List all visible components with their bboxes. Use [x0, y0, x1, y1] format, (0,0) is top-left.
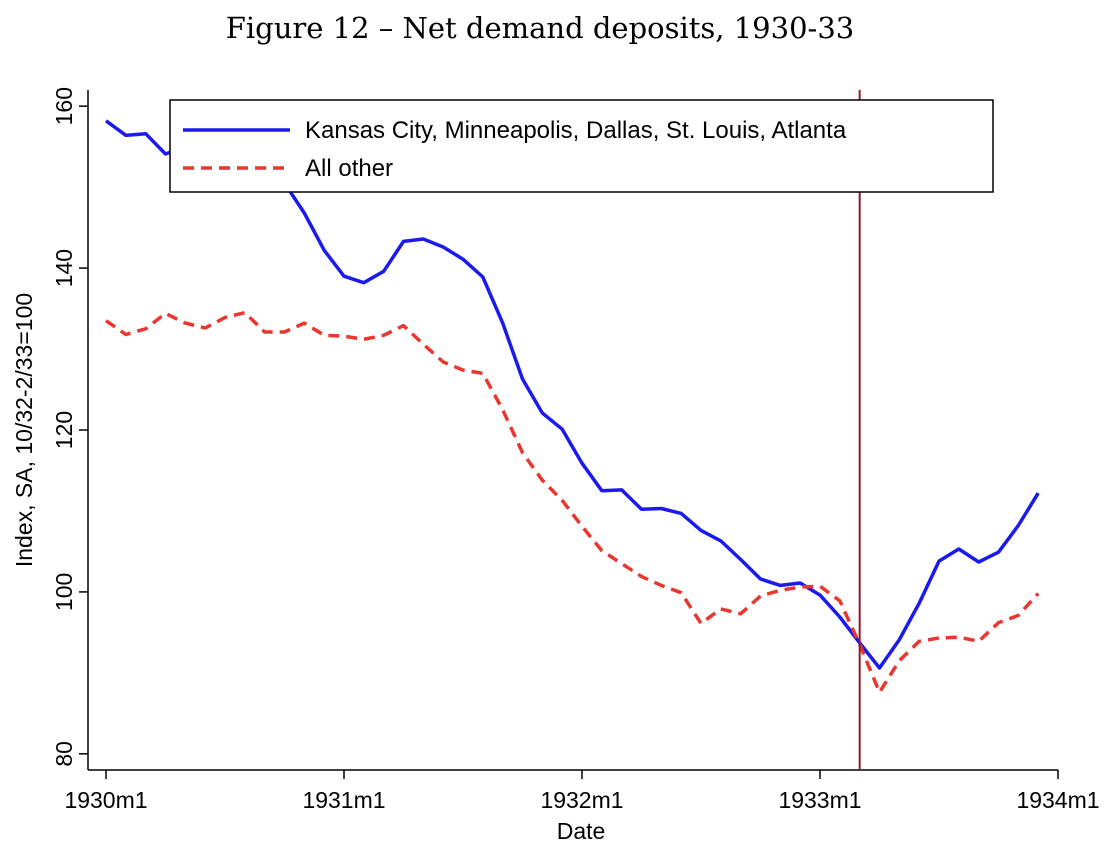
x-tick-label: 1930m1: [64, 787, 147, 813]
legend: Kansas City, Minneapolis, Dallas, St. Lo…: [169, 99, 994, 193]
series-line-1: [104, 119, 1040, 670]
y-tick-label: 120: [51, 411, 77, 449]
series-line-2: [104, 310, 1040, 695]
series-layer: [104, 119, 1040, 695]
y-ticks: 80 100 120 140 160: [51, 87, 88, 767]
x-tick-label: 1934m1: [1016, 787, 1099, 813]
x-tick-label: 1931m1: [302, 787, 385, 813]
chart-title: Figure 12 – Net demand deposits, 1930-33: [226, 11, 854, 45]
legend-label-series-2: All other: [305, 155, 393, 182]
y-tick-label: 80: [51, 741, 77, 767]
x-axis-label: Date: [557, 818, 606, 844]
y-axis-label: Index, SA, 10/32-2/33=100: [11, 293, 37, 567]
y-tick-label: 160: [51, 87, 77, 125]
x-tick-label: 1933m1: [778, 787, 861, 813]
x-tick-label: 1932m1: [540, 787, 623, 813]
legend-label-series-1: Kansas City, Minneapolis, Dallas, St. Lo…: [305, 117, 847, 144]
y-tick-label: 100: [51, 573, 77, 611]
y-tick-label: 140: [51, 249, 77, 287]
legend-box: [169, 99, 994, 193]
x-ticks: 1930m1 1931m1 1932m1 1933m1 1934m1: [64, 770, 1100, 813]
